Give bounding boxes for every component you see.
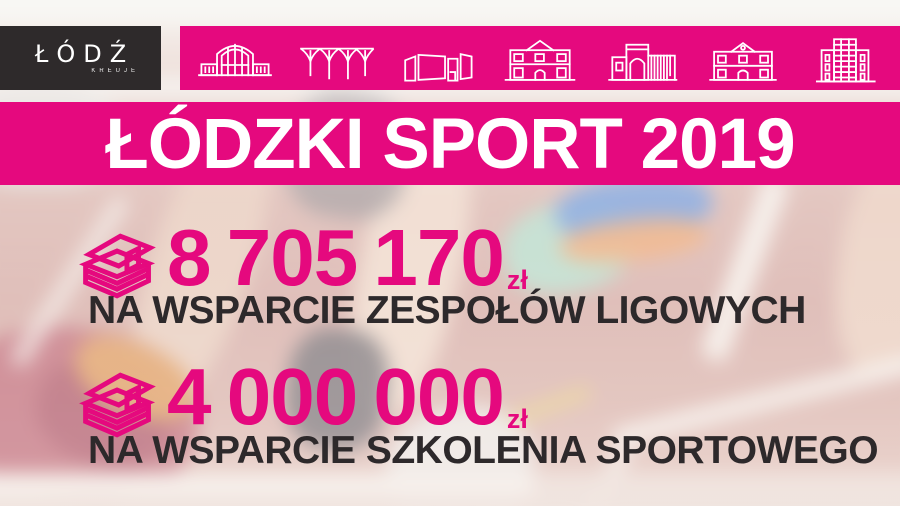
page-title: ŁÓDZKI SPORT 2019 <box>105 105 795 184</box>
landmark-icon-strip <box>180 26 900 90</box>
unicorn-stable-canopy-icon <box>299 47 374 80</box>
modern-gallery-blocks-icon <box>404 52 473 82</box>
palace-with-arched-door-icon <box>709 42 778 81</box>
office-tower-icon <box>816 38 876 83</box>
lodz-logo-subtext: KREUJE <box>91 68 139 74</box>
palace-with-pediment-icon <box>504 39 576 81</box>
lodz-logo-box: ŁÓDŹ KREUJE <box>0 26 161 90</box>
railway-station-hall-icon <box>198 43 272 77</box>
factory-gate-icon <box>607 43 677 81</box>
title-banner: ŁÓDZKI SPORT 2019 <box>0 102 900 185</box>
lodz-city-logo: ŁÓDŹ <box>34 40 135 68</box>
